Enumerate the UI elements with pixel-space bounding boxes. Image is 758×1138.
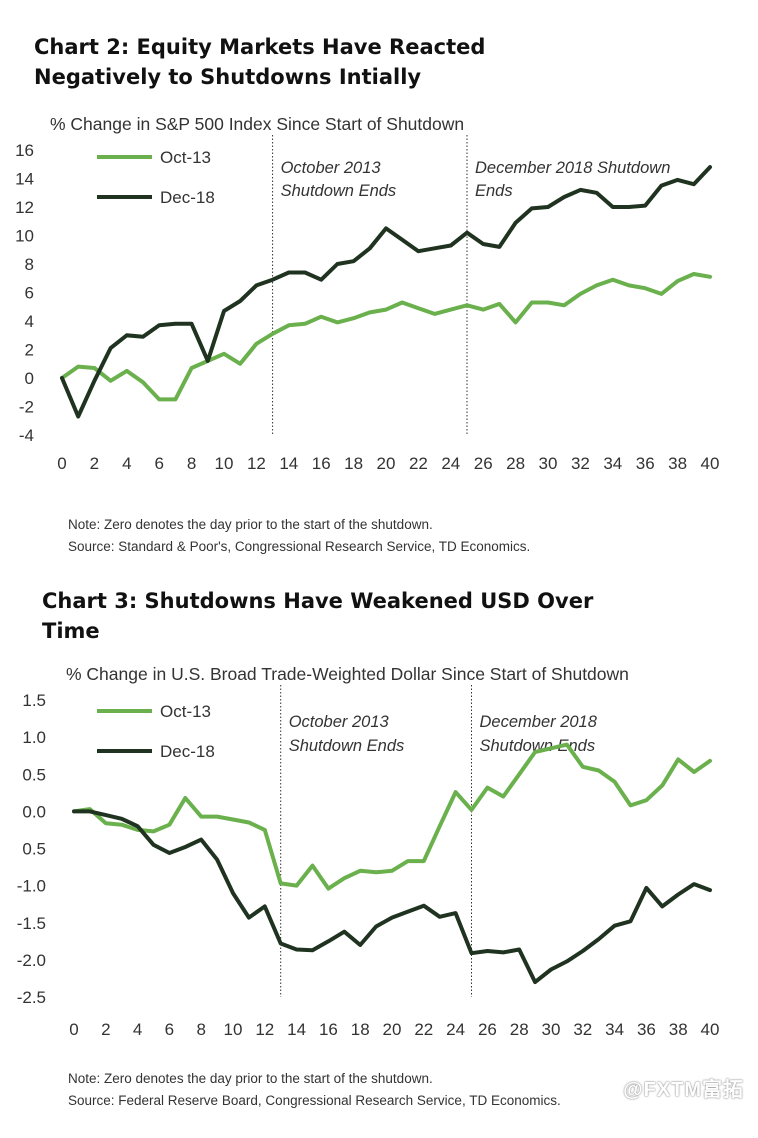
x-tick-label: 18: [351, 1020, 370, 1039]
chart-title: Chart 3: Shutdowns Have Weakened USD Ove…: [42, 586, 602, 646]
x-tick-label: 0: [57, 454, 66, 473]
annotation-label: October 2013: [281, 159, 382, 177]
x-tick-label: 30: [539, 454, 558, 473]
x-tick-label: 24: [441, 454, 460, 473]
series-line-oct-13: [72, 742, 712, 891]
legend-label: Dec-18: [160, 188, 215, 207]
usd-line-chart: -2.5-2.0-1.5-1.00.50.00.51.01.50 2 4 6 8 10 12…: [17, 685, 720, 1039]
x-tick-label: 14: [279, 454, 298, 473]
legend-label: Oct-13: [160, 148, 211, 167]
y-tick-label: 10: [15, 227, 34, 246]
x-tick-label: 26: [478, 1020, 497, 1039]
series-line-dec-18: [60, 165, 712, 419]
y-tick-label: 0: [25, 369, 34, 388]
x-tick-label: 20: [377, 454, 396, 473]
x-tick-label: 40: [701, 1020, 720, 1039]
x-tick-label: 34: [605, 1020, 624, 1039]
x-tick-label: 36: [637, 1020, 656, 1039]
x-tick-label: 32: [573, 1020, 592, 1039]
chart-title-line2: Time: [42, 619, 100, 643]
y-tick-label: 14: [15, 170, 34, 189]
x-tick-label: 28: [510, 1020, 529, 1039]
y-tick-label: 1.5: [22, 691, 46, 710]
chart-title-line2: Negatively to Shutdowns Intially: [34, 65, 422, 89]
x-tick-label: 26: [474, 454, 493, 473]
x-tick-label: 32: [571, 454, 590, 473]
chart-title-line1: Chart 3: Shutdowns Have Weakened USD Ove…: [42, 589, 594, 613]
x-tick-label: 38: [668, 454, 687, 473]
x-tick-label: 10: [215, 454, 234, 473]
series-line-oct-13: [60, 272, 712, 402]
x-tick-label: 12: [255, 1020, 274, 1039]
x-tick-label: 2: [90, 454, 99, 473]
x-tick-label: 38: [669, 1020, 688, 1039]
x-tick-label: 6: [165, 1020, 174, 1039]
x-tick-label: 16: [319, 1020, 338, 1039]
y-tick-label: 1.0: [22, 728, 46, 747]
annotation-label: October 2013: [289, 713, 390, 731]
y-tick-label: 0.5: [22, 840, 46, 859]
x-tick-label: 14: [287, 1020, 306, 1039]
x-tick-label: 30: [542, 1020, 561, 1039]
y-tick-label: -2.0: [17, 951, 46, 970]
chart-notes: Note: Zero denotes the day prior to the …: [68, 514, 530, 558]
chart-title-line1: Chart 2: Equity Markets Have Reacted: [34, 35, 486, 59]
annotation-label: Ends: [475, 182, 513, 200]
x-tick-label: 20: [383, 1020, 402, 1039]
x-tick-label: 34: [603, 454, 622, 473]
annotation-label: December 2018: [480, 713, 598, 731]
legend-label: Oct-13: [160, 702, 211, 721]
x-tick-label: 4: [133, 1020, 142, 1039]
y-tick-label: 4: [25, 312, 34, 331]
y-tick-label: 0.5: [22, 765, 46, 784]
x-tick-label: 24: [446, 1020, 465, 1039]
y-tick-label: 6: [25, 284, 34, 303]
y-tick-label: 8: [25, 255, 34, 274]
x-tick-label: 8: [187, 454, 196, 473]
annotation-label: December 2018 Shutdown: [475, 159, 670, 177]
annotation-label: Shutdown Ends: [289, 737, 405, 755]
chart-subtitle: % Change in U.S. Broad Trade-Weighted Do…: [66, 664, 629, 684]
annotation-label: Shutdown Ends: [281, 182, 397, 200]
x-tick-label: 10: [224, 1020, 243, 1039]
y-tick-label: -2.5: [17, 988, 46, 1007]
annotation-label: Shutdown Ends: [480, 737, 596, 755]
x-tick-label: 12: [247, 454, 266, 473]
x-tick-label: 22: [409, 454, 428, 473]
chart-note: Note: Zero denotes the day prior to the …: [68, 517, 433, 532]
chart-source: Source: Standard & Poor's, Congressional…: [68, 539, 531, 554]
x-tick-label: 22: [414, 1020, 433, 1039]
chart-source: Source: Federal Reserve Board, Congressi…: [68, 1093, 561, 1108]
x-tick-label: 36: [636, 454, 655, 473]
y-tick-label: -4: [19, 426, 34, 445]
x-tick-label: 8: [196, 1020, 205, 1039]
watermark-logo: @FXTM富拓: [623, 1079, 744, 1101]
series-line-dec-18: [72, 809, 712, 985]
x-tick-label: 6: [154, 454, 163, 473]
x-tick-label: 16: [312, 454, 331, 473]
chart-note: Note: Zero denotes the day prior to the …: [68, 1071, 433, 1086]
chart-title: Chart 2: Equity Markets Have Reacted Neg…: [34, 32, 504, 92]
chart-3-block: Chart 3: Shutdowns Have Weakened USD Ove…: [0, 580, 758, 1138]
y-tick-label: 0.0: [22, 802, 46, 821]
chart-notes: Note: Zero denotes the day prior to the …: [68, 1068, 561, 1112]
x-tick-label: 0: [69, 1020, 78, 1039]
chart-2-block: Chart 2: Equity Markets Have Reacted Neg…: [0, 0, 758, 565]
y-tick-label: 12: [15, 198, 34, 217]
x-tick-label: 2: [101, 1020, 110, 1039]
y-tick-label: -1.5: [17, 914, 46, 933]
legend-label: Dec-18: [160, 742, 215, 761]
y-tick-label: -2: [19, 398, 34, 417]
x-tick-label: 4: [122, 454, 131, 473]
y-tick-label: 2: [25, 341, 34, 360]
x-tick-label: 40: [701, 454, 720, 473]
x-tick-label: 18: [344, 454, 363, 473]
y-tick-label: -1.0: [17, 877, 46, 896]
chart-subtitle: % Change in S&P 500 Index Since Start of…: [50, 114, 465, 134]
x-tick-label: 28: [506, 454, 525, 473]
y-tick-label: 16: [15, 141, 34, 160]
